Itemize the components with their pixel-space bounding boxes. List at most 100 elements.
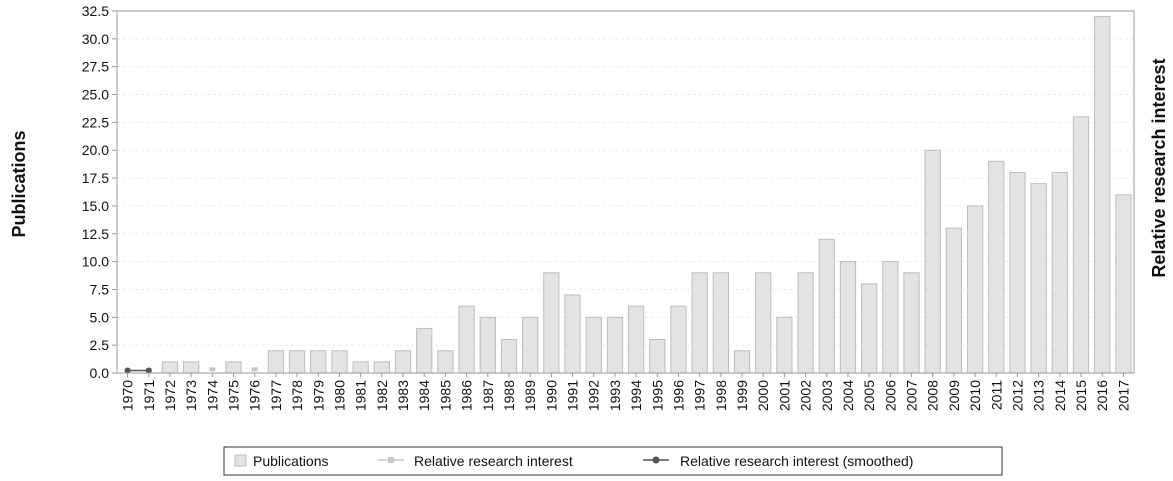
bar [437, 350, 454, 374]
x-tick-label: 1972 [162, 380, 178, 411]
x-tick-label: 1986 [459, 380, 475, 411]
x-tick-labels: 1970 1971 1972 1973 1974 1975 1976 1977 1978 1979… [120, 380, 1132, 411]
x-tick-label: 1979 [310, 380, 326, 411]
x-tick-label: 1981 [353, 380, 369, 411]
x-tick-label: 1978 [289, 380, 305, 411]
x-tick-label: 2002 [798, 380, 814, 411]
bar [500, 339, 518, 374]
bar [945, 227, 963, 374]
x-tick-label: 2012 [1009, 380, 1025, 411]
y-tick-label: 7.5 [90, 281, 110, 297]
x-tick-label: 1999 [734, 380, 750, 411]
y-tick-label: 30.0 [82, 31, 109, 47]
x-tick-label: 2003 [819, 380, 835, 411]
x-tick-label: 1987 [480, 380, 496, 411]
bar [861, 283, 878, 374]
x-tick-label: 1993 [607, 380, 623, 411]
x-tick-label: 1996 [670, 380, 686, 411]
bar [479, 316, 496, 374]
bar [670, 305, 687, 374]
x-tick-label: 1976 [247, 380, 263, 411]
y-tick-label: 27.5 [82, 59, 109, 75]
x-tick-label: 2005 [861, 380, 877, 411]
x-tick-label: 1998 [713, 380, 729, 411]
bar [649, 339, 666, 374]
bar [331, 350, 348, 374]
bar [988, 160, 1005, 374]
legend-label-publications: Publications [253, 453, 329, 469]
bar [1115, 194, 1132, 374]
legend-marker-raw [388, 457, 394, 463]
x-tick-label: 1982 [374, 380, 390, 411]
x-tick-label: 1994 [628, 380, 644, 411]
x-tick-label: 2010 [967, 380, 983, 411]
bar [839, 261, 857, 374]
x-tick-label: 1992 [586, 380, 602, 411]
x-tick-label: 1983 [395, 380, 411, 411]
x-tick-label: 1991 [565, 380, 581, 411]
y-tick-label: 25.0 [82, 87, 109, 103]
legend-swatch-publications [234, 454, 247, 467]
bar [585, 316, 602, 374]
bar [394, 350, 412, 374]
bar [161, 361, 179, 374]
bar [1030, 183, 1047, 374]
x-tick-label: 2016 [1094, 380, 1110, 411]
legend-frame [223, 446, 1003, 476]
bar [1094, 16, 1111, 374]
bar [310, 350, 327, 374]
series-lines [124, 367, 258, 374]
bar [352, 361, 369, 374]
bar [267, 350, 285, 374]
y-tick-label: 32.5 [82, 3, 109, 19]
x-tick-label: 2000 [755, 380, 771, 411]
bars [161, 16, 1132, 374]
x-tick-label: 2014 [1052, 380, 1068, 411]
x-tick-label: 1988 [501, 380, 517, 411]
x-tick-label: 2017 [1115, 380, 1131, 411]
bar [416, 327, 433, 374]
legend-label-raw: Relative research interest [414, 453, 573, 469]
bar [924, 149, 941, 374]
bar [818, 238, 835, 374]
x-tick-label: 2015 [1073, 380, 1089, 411]
bar [627, 305, 645, 374]
x-tick-label: 2004 [840, 380, 856, 411]
bar [776, 316, 793, 374]
x-tick-label: 1974 [204, 380, 220, 411]
y-tick-label: 15.0 [82, 198, 109, 214]
plot-frame [116, 10, 1135, 374]
y-tick-label: 22.5 [82, 114, 109, 130]
bar [1009, 172, 1026, 374]
x-tick-label: 2011 [988, 380, 1004, 410]
x-tick-label: 1971 [141, 380, 157, 411]
x-tick-label: 1990 [543, 380, 559, 411]
secondary-y-axis-title: Relative research interest [1149, 58, 1169, 277]
x-tick-label: 1973 [183, 380, 199, 411]
bar [903, 272, 920, 374]
legend: Publications Relative research interest … [223, 446, 1003, 476]
bar [1072, 116, 1090, 374]
bar [225, 361, 242, 374]
y-tick-label: 2.5 [90, 337, 110, 353]
x-tick-label: 1997 [692, 380, 708, 411]
y-tick-label: 5.0 [90, 309, 110, 325]
x-tick-label: 1970 [120, 380, 136, 411]
bar [522, 316, 539, 374]
x-tick-label: 1984 [416, 380, 432, 411]
x-tick-label: 1977 [268, 380, 284, 411]
y-tick-label: 10.0 [82, 254, 109, 270]
legend-marker-smoothed [652, 456, 660, 464]
x-tick-label: 2006 [882, 380, 898, 411]
x-tick-label: 1980 [331, 380, 347, 411]
x-tick-label: 1975 [226, 380, 242, 411]
bar [691, 272, 708, 374]
bar [797, 272, 814, 374]
smoothed-interest-point [124, 367, 131, 374]
x-tick-label: 2009 [946, 380, 962, 411]
bar [755, 272, 772, 374]
axes [112, 10, 1135, 377]
y-tick-label: 12.5 [82, 226, 109, 242]
